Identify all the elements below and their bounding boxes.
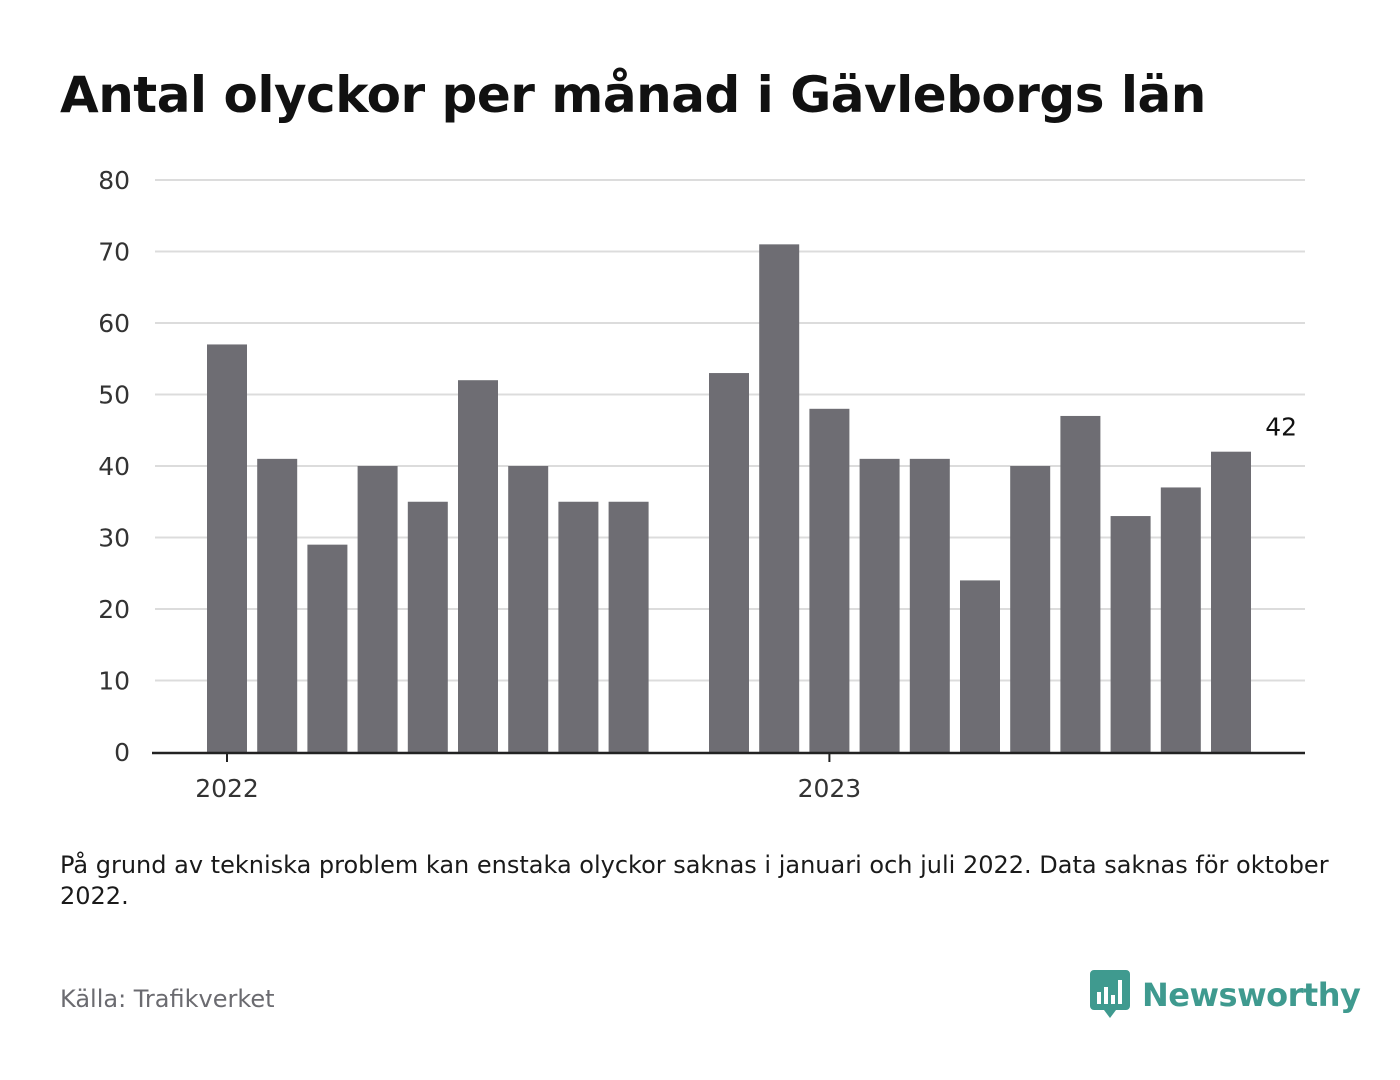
bar-2023-08 <box>1160 487 1201 752</box>
bar-2022-09 <box>608 501 649 752</box>
bar-2022-04 <box>357 466 398 752</box>
x-tick-label: 2022 <box>195 774 259 803</box>
y-tick-label: 50 <box>98 381 130 410</box>
y-tick-label: 70 <box>98 238 130 267</box>
y-tick-label: 60 <box>98 309 130 338</box>
bars <box>207 244 1251 752</box>
x-axis: 2022 2023 <box>152 751 1305 803</box>
y-tick-label: 0 <box>114 738 130 767</box>
bar-2022-02 <box>257 458 298 752</box>
bar-chart: 0 10 20 30 40 50 60 70 80 2022 2023 42 <box>98 166 1305 803</box>
bar-2023-07 <box>1110 516 1151 752</box>
bar-2022-07 <box>508 466 549 752</box>
y-tick-label: 80 <box>98 166 130 195</box>
bar-2022-06 <box>458 380 498 752</box>
bar-2022-08 <box>558 501 599 752</box>
bar-2023-04 <box>960 580 1000 752</box>
chart-note: På grund av tekniska problem kan enstaka… <box>60 851 1329 910</box>
y-tick-label: 10 <box>98 667 130 696</box>
y-axis-ticks: 0 10 20 30 40 50 60 70 80 <box>98 166 130 767</box>
chart-title: Antal olyckor per månad i Gävleborgs län <box>60 66 1206 124</box>
bar-2022-01 <box>207 344 247 752</box>
bar-2023-09 <box>1211 451 1251 752</box>
bar-2023-01 <box>809 408 850 752</box>
bar-2022-03 <box>307 544 348 752</box>
bar-2022-11 <box>709 373 749 752</box>
bar-2022-05 <box>407 501 448 752</box>
brand-name: Newsworthy <box>1142 976 1361 1014</box>
bar-2023-03 <box>909 458 950 752</box>
source-text: Källa: Trafikverket <box>60 985 275 1013</box>
bar-2022-12 <box>759 244 800 752</box>
x-tick-label: 2023 <box>798 774 862 803</box>
brand-logo: Newsworthy <box>1090 970 1361 1020</box>
bar-2023-06 <box>1060 415 1101 752</box>
y-tick-label: 40 <box>98 452 130 481</box>
y-tick-label: 30 <box>98 524 130 553</box>
bar-chart-speech-icon <box>1090 970 1130 1018</box>
y-tick-label: 20 <box>98 595 130 624</box>
bar-2023-05 <box>1010 466 1051 752</box>
highlight-value-label: 42 <box>1265 413 1297 442</box>
bar-2023-02 <box>859 458 900 752</box>
data-labels: 42 <box>1265 413 1297 442</box>
